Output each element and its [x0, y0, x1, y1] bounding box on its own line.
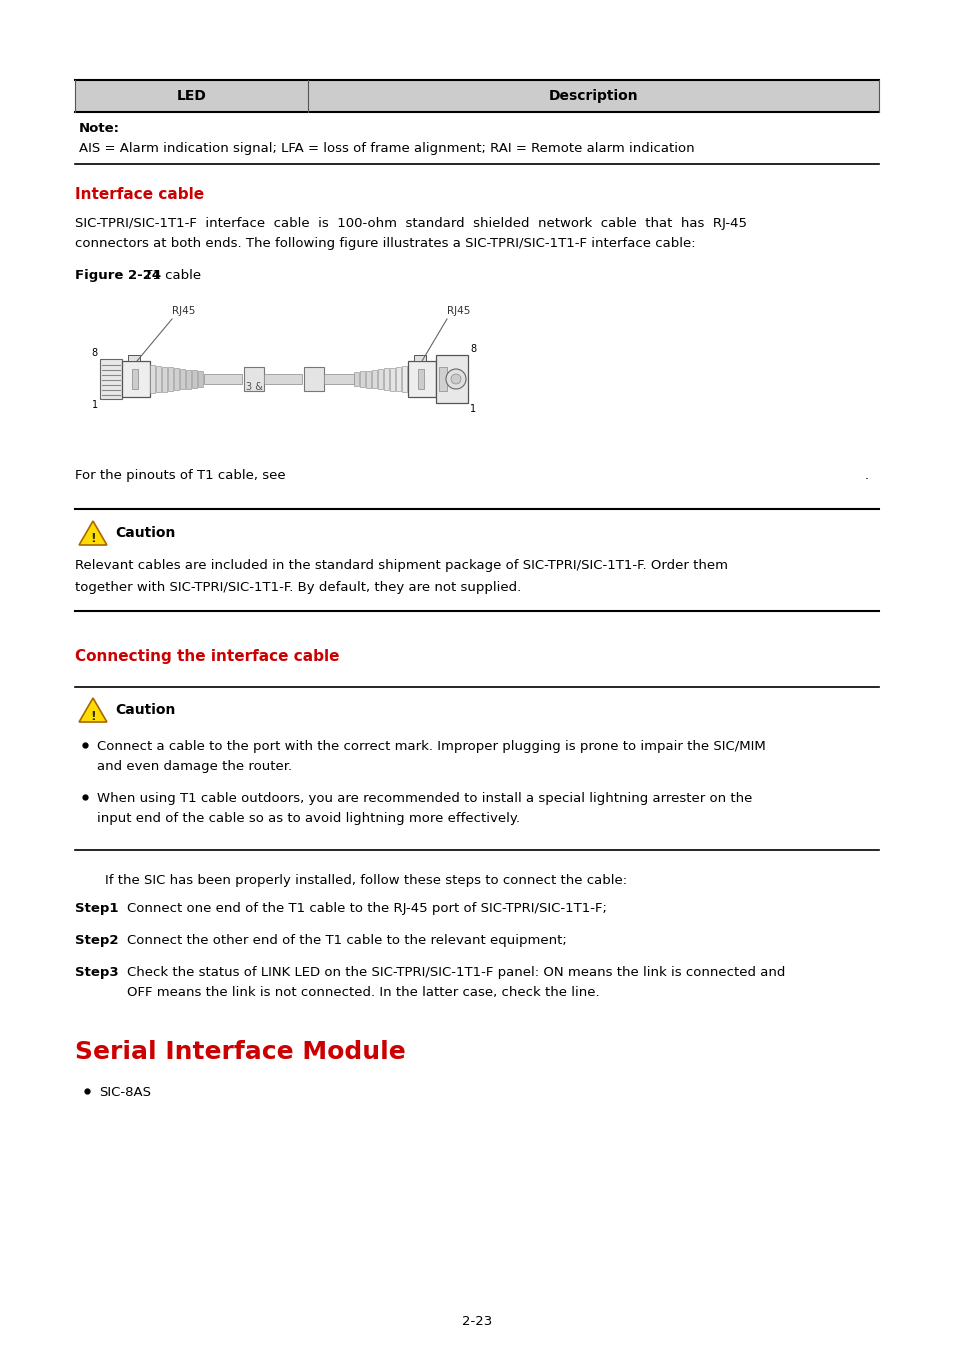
Text: Connecting the interface cable: Connecting the interface cable — [75, 649, 339, 664]
Text: Serial Interface Module: Serial Interface Module — [75, 1040, 405, 1064]
Text: SIC-8AS: SIC-8AS — [99, 1085, 151, 1099]
Text: Note:: Note: — [79, 122, 120, 135]
Text: !: ! — [90, 710, 95, 722]
Bar — [264, 374, 302, 383]
Text: Interface cable: Interface cable — [75, 188, 204, 202]
Bar — [180, 369, 185, 389]
Text: If the SIC has been properly installed, follow these steps to connect the cable:: If the SIC has been properly installed, … — [105, 873, 626, 887]
Polygon shape — [79, 698, 107, 722]
Text: 3 &: 3 & — [246, 382, 263, 391]
Text: Step2: Step2 — [75, 934, 118, 946]
Text: Check the status of LINK LED on the SIC-TPRI/SIC-1T1-F panel: ON means the link : Check the status of LINK LED on the SIC-… — [127, 967, 784, 979]
Text: 1: 1 — [470, 404, 476, 414]
Bar — [359, 371, 365, 386]
Circle shape — [451, 374, 460, 383]
Bar — [436, 355, 468, 404]
Bar — [132, 369, 138, 389]
Text: RJ45: RJ45 — [447, 306, 470, 316]
Text: !: ! — [90, 532, 95, 545]
Text: OFF means the link is not connected. In the latter case, check the line.: OFF means the link is not connected. In … — [127, 986, 599, 999]
Bar — [324, 374, 354, 383]
Bar — [192, 370, 196, 387]
Text: Caution: Caution — [115, 703, 175, 717]
Text: When using T1 cable outdoors, you are recommended to install a special lightning: When using T1 cable outdoors, you are re… — [97, 792, 752, 805]
Text: AIS = Alarm indication signal; LFA = loss of frame alignment; RAI = Remote alarm: AIS = Alarm indication signal; LFA = los… — [79, 142, 694, 155]
Bar — [186, 370, 191, 389]
Bar — [162, 366, 167, 392]
Text: 8: 8 — [470, 344, 476, 354]
Bar — [390, 367, 395, 390]
Text: For the pinouts of T1 cable, see: For the pinouts of T1 cable, see — [75, 468, 285, 482]
Bar — [417, 369, 423, 389]
Bar — [377, 369, 382, 389]
Text: 8: 8 — [91, 348, 98, 358]
Bar — [173, 369, 179, 390]
Bar — [438, 367, 447, 392]
Bar — [204, 374, 242, 383]
Text: Connect a cable to the port with the correct mark. Improper plugging is prone to: Connect a cable to the port with the cor… — [97, 740, 765, 753]
Bar — [414, 355, 426, 360]
Bar — [408, 360, 436, 397]
Bar — [198, 371, 203, 387]
Bar — [150, 364, 154, 393]
Bar — [168, 367, 172, 390]
Polygon shape — [79, 521, 107, 545]
Text: RJ45: RJ45 — [172, 306, 195, 316]
Text: Connect one end of the T1 cable to the RJ-45 port of SIC-TPRI/SIC-1T1-F;: Connect one end of the T1 cable to the R… — [127, 902, 606, 915]
Text: and even damage the router.: and even damage the router. — [97, 760, 292, 774]
Bar — [304, 367, 324, 392]
Bar — [354, 373, 358, 386]
Bar — [122, 360, 150, 397]
Text: input end of the cable so as to avoid lightning more effectively.: input end of the cable so as to avoid li… — [97, 811, 519, 825]
Text: connectors at both ends. The following figure illustrates a SIC-TPRI/SIC-1T1-F i: connectors at both ends. The following f… — [75, 238, 695, 250]
Text: Figure 2-24: Figure 2-24 — [75, 269, 161, 282]
Bar — [128, 355, 140, 360]
Text: 1: 1 — [91, 400, 98, 410]
Text: Description: Description — [548, 89, 638, 103]
Text: T1 cable: T1 cable — [140, 269, 201, 282]
Text: .: . — [864, 468, 868, 482]
Bar — [156, 366, 161, 393]
Bar — [372, 370, 376, 389]
Bar — [75, 80, 878, 112]
Text: SIC-TPRI/SIC-1T1-F  interface  cable  is  100-ohm  standard  shielded  network  : SIC-TPRI/SIC-1T1-F interface cable is 10… — [75, 217, 746, 230]
Bar — [395, 367, 400, 392]
Text: Step1: Step1 — [75, 902, 118, 915]
Text: Relevant cables are included in the standard shipment package of SIC-TPRI/SIC-1T: Relevant cables are included in the stan… — [75, 559, 727, 572]
Text: Step3: Step3 — [75, 967, 118, 979]
Text: LED: LED — [176, 89, 206, 103]
Bar — [244, 367, 264, 392]
Bar — [384, 369, 389, 390]
Bar — [100, 359, 122, 400]
Text: 2-23: 2-23 — [461, 1315, 492, 1328]
Bar — [366, 370, 371, 387]
Bar — [401, 366, 407, 392]
Text: together with SIC-TPRI/SIC-1T1-F. By default, they are not supplied.: together with SIC-TPRI/SIC-1T1-F. By def… — [75, 580, 520, 594]
Circle shape — [446, 369, 465, 389]
Text: Connect the other end of the T1 cable to the relevant equipment;: Connect the other end of the T1 cable to… — [127, 934, 566, 946]
Text: Caution: Caution — [115, 526, 175, 540]
